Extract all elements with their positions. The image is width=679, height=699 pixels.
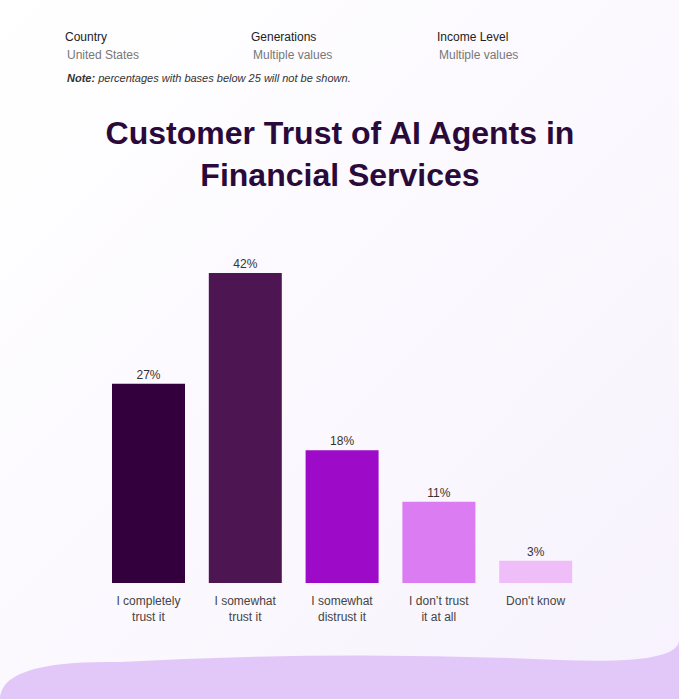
html-text:Multiple values: Multiple values xyxy=(439,48,519,62)
html-text:Generations: Generations xyxy=(251,30,317,44)
html-text:Customer Trust of AI Agents in: Customer Trust of AI Agents in Financial… xyxy=(105,115,575,193)
svg-text:I somewhattrust it: I somewhattrust it xyxy=(215,594,277,624)
html-text:United States: United States xyxy=(67,48,139,62)
html-text:Multiple values: Multiple values xyxy=(253,48,333,62)
svg-text:3%: 3% xyxy=(527,545,545,559)
svg-text:I don’t trustit at all: I don’t trustit at all xyxy=(409,594,469,624)
svg-text:18%: 18% xyxy=(330,434,354,448)
svg-text:Don't know: Don't know xyxy=(506,594,565,608)
html-text:Income Level: Income Level xyxy=(437,30,509,44)
svg-text:27%: 27% xyxy=(136,368,160,382)
svg-text:11%: 11% xyxy=(427,486,450,500)
svg-text:I somewhatdistrust it: I somewhatdistrust it xyxy=(311,594,373,624)
html-text:Note: percentages with bases b: Note: percentages with bases below 25 wi… xyxy=(67,72,351,84)
svg-text:I completelytrust it: I completelytrust it xyxy=(116,594,180,624)
svg-text:42%: 42% xyxy=(233,257,257,271)
html-text:Country: Country xyxy=(65,30,107,44)
